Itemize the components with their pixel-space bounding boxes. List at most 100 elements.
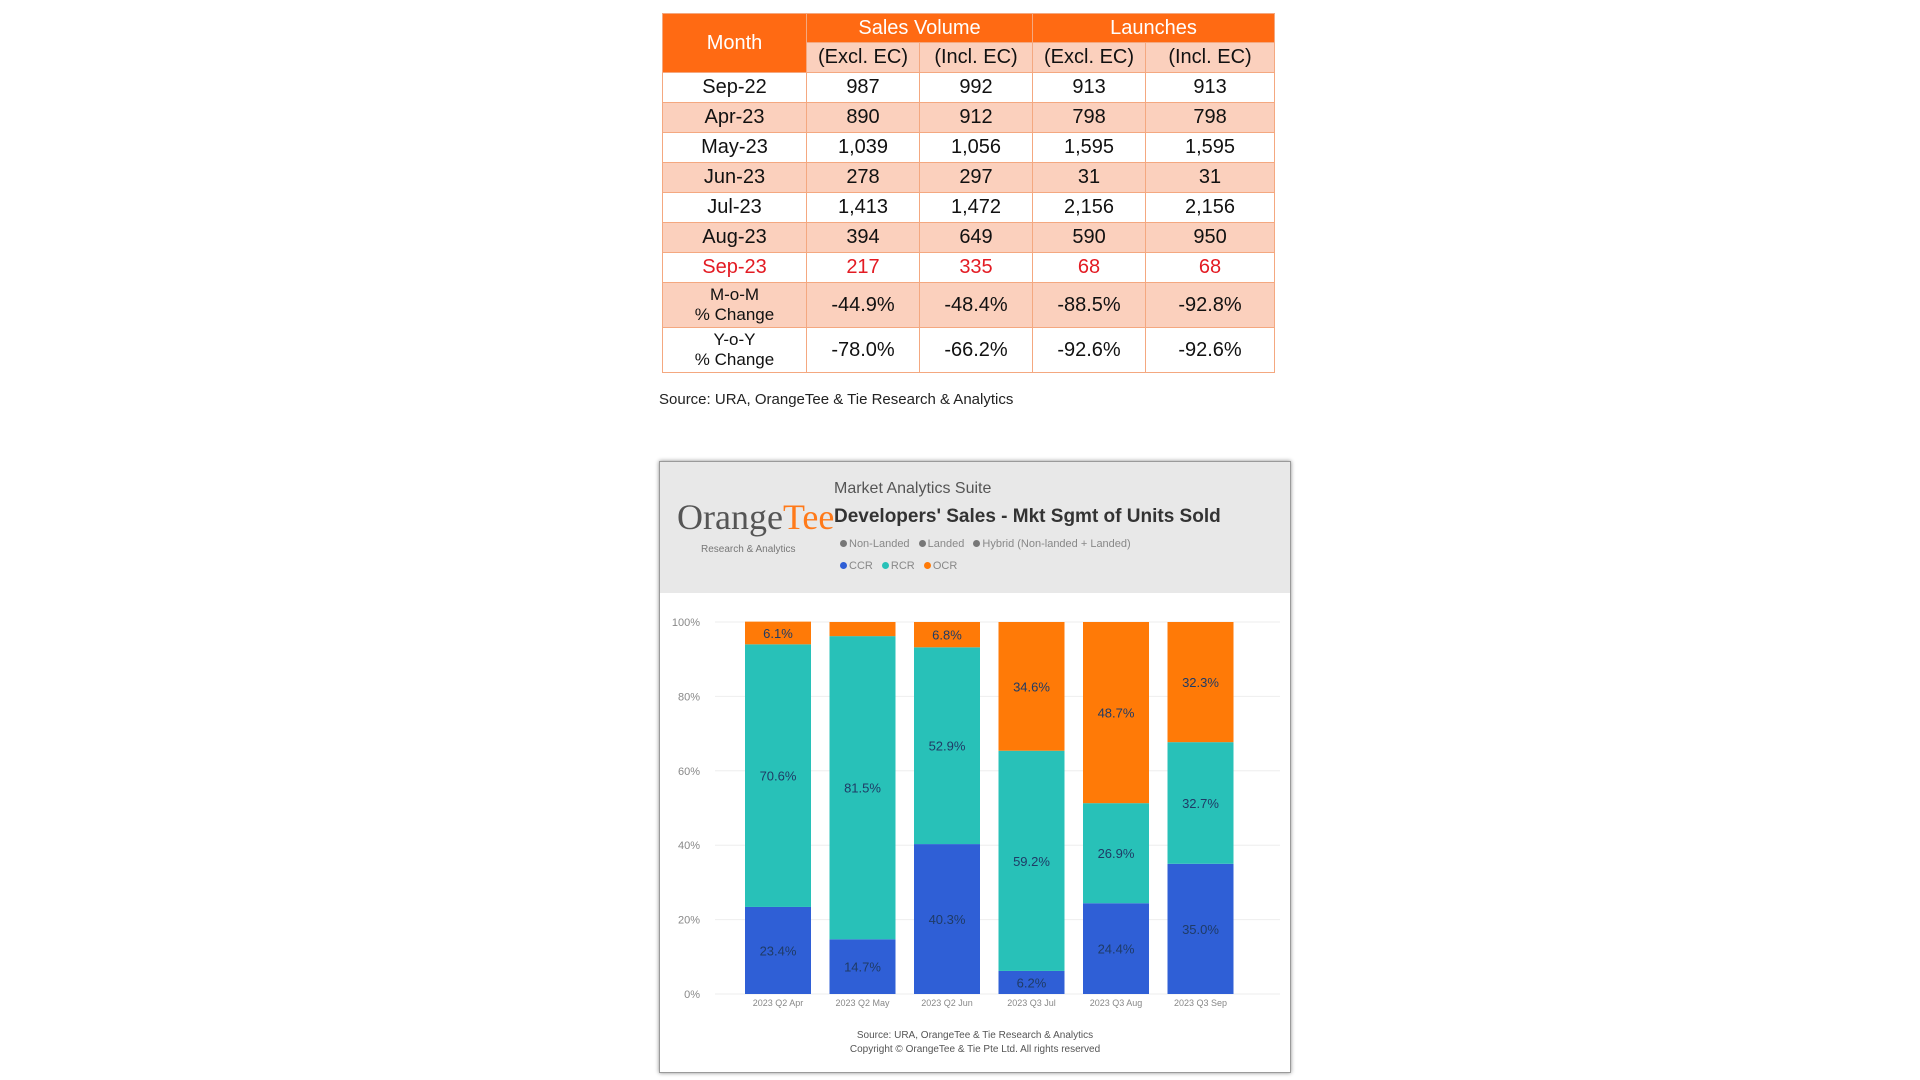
cell: 394 [806,222,920,253]
bar-segment-ccr [1167,863,1234,994]
logo-text-tee: Tee [782,497,835,537]
subheader-launches-excl-ec: (Excl. EC) [1032,42,1147,73]
header-month: Month [662,13,807,73]
legend-item-landed: Landed [918,538,964,550]
logo-text-orange: Orange [677,497,783,537]
cell: -92.6% [1145,327,1276,373]
change-label-line-1: Y-o-Y [713,330,756,349]
cell: 913 [1145,72,1276,103]
header-launches: Launches [1032,13,1276,43]
change-label-line-2: % Change [694,350,775,369]
bar-segment-ocr [1167,622,1234,743]
cell: 798 [1032,102,1147,133]
legend-item-hybrid: Hybrid (Non-landed + Landed) [973,538,1131,550]
cell: 217 [806,252,920,283]
bar-segment-ccr [829,939,896,994]
x-tick-label: 2023 Q2 Jun [921,998,973,1008]
cell: -44.9% [806,282,920,328]
cell: 1,039 [806,132,920,163]
cell: 278 [806,162,920,193]
data-label: 23.4% [760,943,797,958]
suite-label: Market Analytics Suite [834,480,992,497]
cell: 31 [1032,162,1147,193]
legend-property-type: Non-Landed Landed Hybrid (Non-landed + L… [840,538,1137,550]
legend-dot-icon [923,562,931,569]
cell: 987 [806,72,920,103]
cell: 31 [1145,162,1276,193]
cell: 890 [806,102,920,133]
legend-item-rcr: RCR [881,560,915,572]
row-month: Aug-23 [662,222,807,253]
legend-item-ccr: CCR [840,560,873,572]
data-label: 6.8% [932,628,962,643]
table-row: Aug-23 394 649 590 950 [662,222,1276,253]
subheader-launches-incl-ec: (Incl. EC) [1145,42,1276,73]
change-label: M-o-M % Change [662,282,807,328]
cell: 1,595 [1145,132,1276,163]
bar-segment-ccr [745,906,811,994]
data-label: 6.1% [763,626,793,641]
table-row: Sep-22 987 992 913 913 [662,72,1276,103]
x-tick-label: 2023 Q2 Apr [753,998,804,1008]
data-label: 14.7% [844,960,881,975]
y-tick-label: 40% [678,840,700,852]
y-tick-label: 20% [678,915,700,927]
bar-segment-rcr [1083,803,1149,904]
cell: 68 [1145,252,1276,283]
x-tick-label: 2023 Q3 Jul [1007,998,1056,1008]
chart-panel: OrangeTee Research & Analytics Market An… [659,461,1291,1073]
bar-segment-rcr [1167,742,1234,864]
legend-dot-icon [918,540,926,547]
row-month: Apr-23 [662,102,807,133]
change-label: Y-o-Y % Change [662,327,807,373]
data-label: 81.5% [844,781,881,796]
chart-copyright-note: Copyright © OrangeTee & Tie Pte Ltd. All… [849,1044,1101,1055]
data-label: 34.6% [1013,679,1050,694]
cell: -66.2% [918,327,1034,373]
row-month: Jun-23 [662,162,807,193]
logo-subtitle: Research & Analytics [701,544,796,555]
chart-header: OrangeTee Research & Analytics Market An… [660,462,1290,593]
cell: 912 [918,102,1034,133]
cell: -48.4% [918,282,1034,328]
cell: 950 [1145,222,1276,253]
legend-dot-icon [881,562,889,569]
row-month: Sep-23 [662,252,807,283]
data-label: 48.7% [1098,706,1135,721]
y-tick-label: 80% [678,691,700,703]
cell: 2,156 [1032,192,1147,223]
bar-segment-rcr [914,647,980,845]
cell: 798 [1145,102,1276,133]
cell: 649 [918,222,1034,253]
cell: 68 [1032,252,1147,283]
cell: -78.0% [806,327,920,373]
sales-launches-table: Month Sales Volume Launches (Excl. EC) (… [662,13,1276,373]
data-label: 6.2% [1017,975,1047,990]
legend-dot-icon [973,540,981,547]
table-row-yoy-change: Y-o-Y % Change -78.0% -66.2% -92.6% -92.… [662,327,1276,373]
cell: 1,472 [918,192,1034,223]
table-row: May-23 1,039 1,056 1,595 1,595 [662,132,1276,163]
cell: 1,056 [918,132,1034,163]
cell: -88.5% [1032,282,1147,328]
table-row-mom-change: M-o-M % Change -44.9% -48.4% -88.5% -92.… [662,282,1276,328]
x-tick-label: 2023 Q3 Sep [1174,998,1227,1008]
change-label-line-1: M-o-M [709,285,760,304]
table-source-note: Source: URA, OrangeTee & Tie Research & … [659,391,1014,408]
row-month: Sep-22 [662,72,807,103]
table-row: Jul-23 1,413 1,472 2,156 2,156 [662,192,1276,223]
bar-segment-ccr [914,844,980,994]
data-label: 40.3% [929,912,966,927]
legend-dot-icon [840,562,847,569]
data-label: 24.4% [1098,942,1135,957]
y-tick-label: 100% [672,617,700,629]
table-row: Jun-23 278 297 31 31 [662,162,1276,193]
cell: 992 [918,72,1034,103]
cell: 913 [1032,72,1147,103]
row-month: May-23 [662,132,807,163]
data-label: 70.6% [760,769,797,784]
subheader-sales-incl-ec: (Incl. EC) [918,42,1034,73]
data-label: 59.2% [1013,854,1050,869]
bar-segment-ocr [745,621,811,645]
change-label-line-2: % Change [694,305,775,324]
